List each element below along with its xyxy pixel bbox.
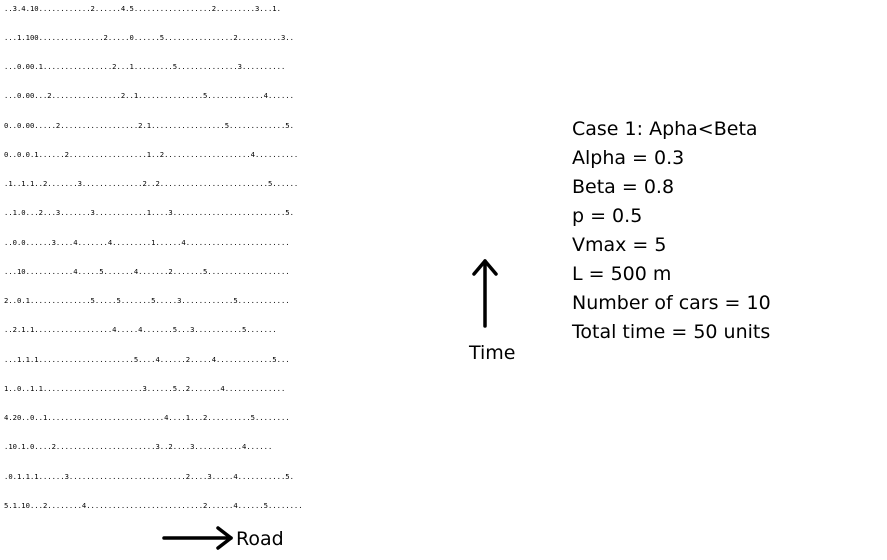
road-axis-label: Road <box>236 528 284 550</box>
simulation-row: 5.1.10...2........4.....................… <box>4 501 303 510</box>
simulation-row: ...1.1.1......................5....4....… <box>4 355 290 364</box>
simulation-row: ..2.1.1..................4.....4.......5… <box>4 325 277 334</box>
p-value: p = 0.5 <box>572 205 643 227</box>
total-time-value: Total time = 50 units <box>572 321 771 343</box>
simulation-row: ...0.00.1................2...1.........5… <box>4 62 286 71</box>
simulation-row: .0.1.1.1......3.........................… <box>4 472 294 481</box>
simulation-row: 4.20..0..1...........................4..… <box>4 413 290 422</box>
simulation-row: ...10...........4.....5.......4.......2.… <box>4 267 290 276</box>
parameters-panel: Case 1: Apha<Beta Alpha = 0.3 Beta = 0.8… <box>572 115 771 347</box>
beta-value: Beta = 0.8 <box>572 176 675 198</box>
simulation-row: .10.1.0....2.......................3..2.… <box>4 442 273 451</box>
simulation-row: ..3.4.10............2......4.5..........… <box>4 4 281 13</box>
simulation-row: ...0.00...2................2..1.........… <box>4 91 294 100</box>
time-axis-label: Time <box>469 342 516 364</box>
simulation-row: 0..0.0.1......2..................1..2...… <box>4 150 299 159</box>
case-title: Case 1: Apha<Beta <box>572 118 758 140</box>
arrow-up-icon <box>472 259 498 328</box>
alpha-value: Alpha = 0.3 <box>572 147 685 169</box>
length-value: L = 500 m <box>572 263 672 285</box>
arrow-right-icon <box>162 526 233 550</box>
simulation-row: 2..0.1..............5.....5.......5.....… <box>4 296 290 305</box>
number-of-cars-value: Number of cars = 10 <box>572 292 771 314</box>
simulation-row: ..1.0...2...3.......3............1....3.… <box>4 208 294 217</box>
simulation-row: .1..1.1..2.......3..............2..2....… <box>4 179 299 188</box>
simulation-row: ...1.100...............2.....0......5...… <box>4 33 294 42</box>
simulation-row: ..0.0......3....4.......4.........1.....… <box>4 238 290 247</box>
vmax-value: Vmax = 5 <box>572 234 667 256</box>
simulation-row: 0..0.00.....2..................2.1......… <box>4 121 294 130</box>
simulation-grid: ..3.4.10............2......4.5..........… <box>0 0 470 525</box>
simulation-row: 1..0..1.1.......................3......5… <box>4 384 286 393</box>
